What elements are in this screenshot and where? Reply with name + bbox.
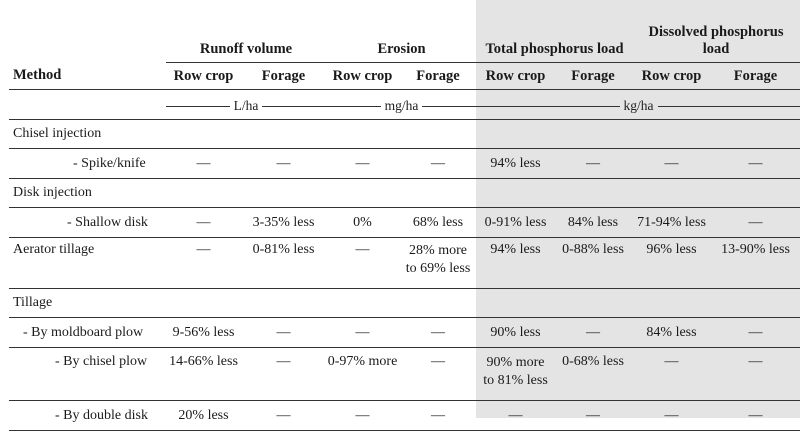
cell: 94% less [477,148,554,179]
cell: — [241,400,326,431]
cell-line: 90% more [486,355,545,370]
cell: 84% less [632,317,711,348]
section-chisel-injection: Chisel injection [9,119,800,149]
cell: 3-35% less [241,207,326,238]
cell: 94% less [477,237,554,289]
cell: 0-91% less [477,207,554,238]
cell: — [326,148,399,179]
cell: — [326,237,399,289]
runoff-row-crop-header: Row crop [166,62,241,90]
cell: — [166,148,241,179]
cell-line: to 69% less [405,261,471,276]
cell: 0-97% more [326,347,399,401]
cell: — [399,317,477,348]
tp-row-crop-header: Row crop [477,62,554,90]
cell: 28% more to 69% less [399,237,477,289]
erosion-row-crop-header: Row crop [326,62,399,90]
group-total-phosphorus: Total phosphorus load [485,41,624,57]
cell: — [166,237,241,289]
cell: — [711,317,800,348]
section-disk-injection: Disk injection [9,178,800,208]
cell: 71-94% less [632,207,711,238]
row-label: - By double disk [9,400,166,431]
cell: — [399,148,477,179]
row-aerator-tillage: Aerator tillage — 0-81% less — 28% more t… [9,237,800,289]
group-erosion: Erosion [377,41,426,57]
cell: — [399,347,477,401]
phosphorus-unit: kg/ha [623,98,654,114]
cell: — [554,148,632,179]
cell: 0-81% less [241,237,326,289]
cell: 84% less [554,207,632,238]
tp-forage-header: Forage [554,62,632,90]
cell: — [241,317,326,348]
cell: — [711,347,800,401]
cell: — [632,400,711,431]
cell: 0-68% less [554,347,632,401]
row-spike-knife: - Spike/knife — — — — 94% less — — — [9,148,800,179]
cell: — [711,400,800,431]
group-dissolved-phosphorus: Dissolved phosphorus load [648,24,784,57]
cell-line: 28% more [409,243,467,258]
effects-table: Runoff volume Erosion Total phosphorus l… [9,6,800,431]
cell: — [711,207,800,238]
cell: — [554,317,632,348]
cell: 96% less [632,237,711,289]
method-header: Method [9,62,166,90]
runoff-unit: L/ha [233,98,259,114]
cell: 90% less [477,317,554,348]
cell: 9-56% less [166,317,241,348]
cell: — [477,400,554,431]
cell: 13-90% less [711,237,800,289]
row-label: - Shallow disk [9,207,166,238]
cell: 90% more to 81% less [477,347,554,401]
row-label: - By moldboard plow [9,317,166,348]
row-chisel-plow: - By chisel plow 14-66% less — 0-97% mor… [9,347,800,401]
dp-row-crop-header: Row crop [632,62,711,90]
cell: — [399,400,477,431]
cell: — [326,400,399,431]
cell: 20% less [166,400,241,431]
dp-forage-header: Forage [711,62,800,90]
row-moldboard-plow: - By moldboard plow 9-56% less — — — 90%… [9,317,800,348]
row-shallow-disk: - Shallow disk — 3-35% less 0% 68% less … [9,207,800,238]
group-runoff-volume: Runoff volume [199,41,293,57]
cell: 0% [326,207,399,238]
cell: — [711,148,800,179]
erosion-unit: mg/ha [384,98,419,114]
row-label: - By chisel plow [9,347,166,401]
cell: 0-88% less [554,237,632,289]
cell: — [632,347,711,401]
cell: — [326,317,399,348]
row-label: Aerator tillage [9,237,166,289]
cell: — [554,400,632,431]
row-double-disk: - By double disk 20% less — — — — — — — [9,400,800,431]
cell: 14-66% less [166,347,241,401]
erosion-forage-header: Forage [399,62,477,90]
cell: — [241,148,326,179]
row-label: - Spike/knife [9,148,166,179]
cell-line: to 81% less [483,373,548,388]
section-tillage: Tillage [9,288,800,318]
cell: — [241,347,326,401]
cell: — [632,148,711,179]
cell: 68% less [399,207,477,238]
cell: — [166,207,241,238]
runoff-forage-header: Forage [241,62,326,90]
